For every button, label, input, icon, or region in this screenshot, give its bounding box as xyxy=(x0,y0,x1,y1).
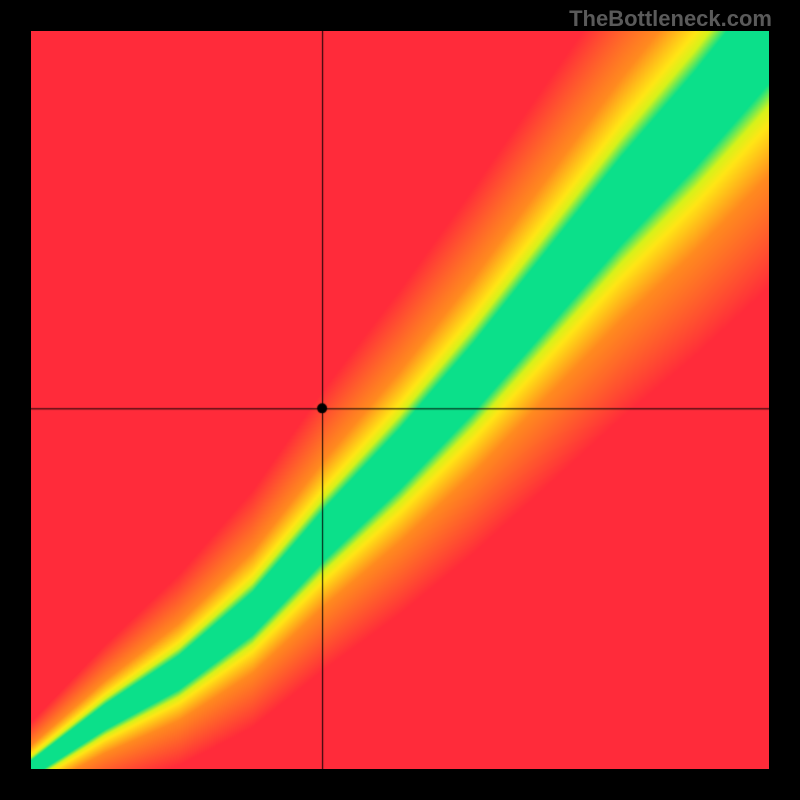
watermark-text: TheBottleneck.com xyxy=(569,6,772,32)
heatmap-canvas xyxy=(31,31,769,769)
plot-area xyxy=(31,31,769,769)
chart-container: TheBottleneck.com xyxy=(0,0,800,800)
